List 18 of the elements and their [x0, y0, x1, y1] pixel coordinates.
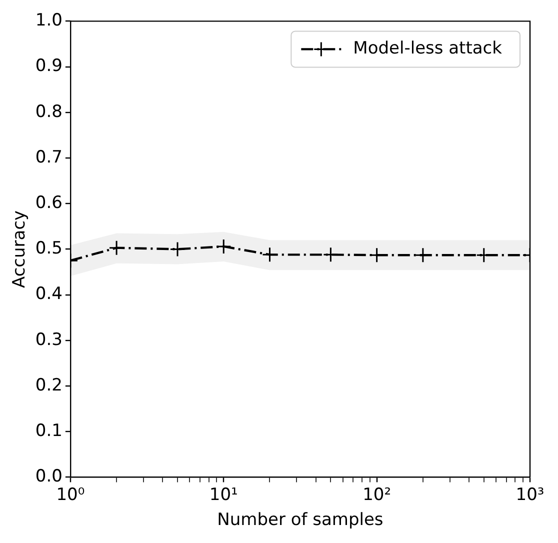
y-tick-label: 0.5	[35, 238, 62, 259]
y-tick-label: 0.6	[35, 193, 62, 214]
y-axis-title: Accuracy	[10, 210, 30, 288]
y-tick-label: 0.3	[35, 330, 62, 350]
y-tick-label: 1.0	[35, 10, 62, 31]
x-tick-label: 10⁰	[56, 484, 85, 505]
y-tick-label: 0.9	[35, 56, 62, 76]
y-tick-label: 0.0	[35, 466, 62, 487]
y-tick-label: 0.8	[35, 102, 62, 122]
y-tick-label: 0.1	[35, 421, 62, 442]
x-tick-label: 10³	[516, 484, 544, 505]
x-tick-label: 10²	[362, 484, 392, 505]
x-axis-title: Number of samples	[217, 510, 384, 530]
legend-label: Model-less attack	[353, 38, 502, 59]
y-tick-label: 0.2	[35, 375, 62, 396]
y-tick-label: 0.4	[35, 284, 62, 304]
x-tick-label: 10¹	[209, 484, 238, 505]
y-tick-label: 0.7	[35, 147, 62, 168]
